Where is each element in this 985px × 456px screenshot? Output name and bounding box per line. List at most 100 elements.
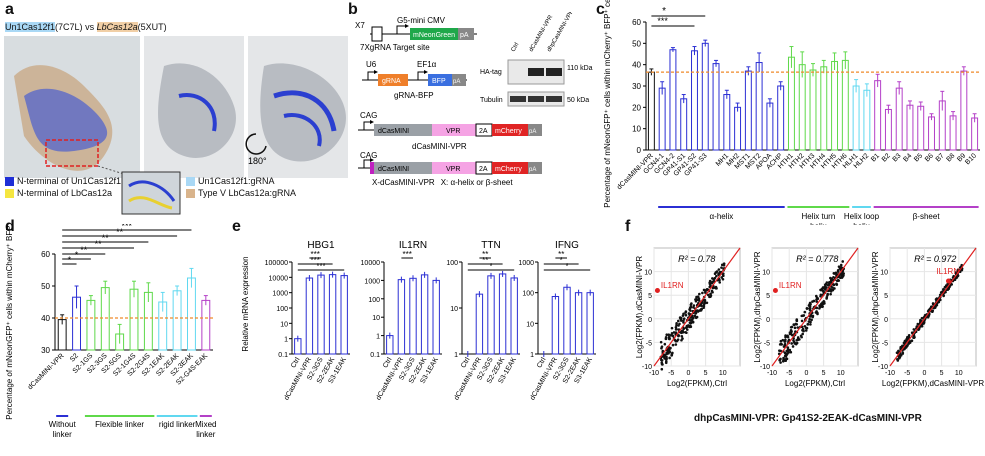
- f-point: [684, 311, 687, 314]
- e-bar: [305, 277, 314, 355]
- d-xtick-label: S2: [69, 352, 80, 363]
- d-sig-label: **: [95, 239, 103, 249]
- pa-box-3: [528, 124, 542, 136]
- f-point: [789, 328, 793, 332]
- e-ytick-label: 1000: [364, 278, 380, 285]
- f-point: [819, 293, 823, 297]
- f-point: [896, 359, 900, 362]
- f-point: [787, 338, 791, 342]
- f-point: [660, 359, 664, 362]
- f-xtick-label: 5: [822, 370, 826, 377]
- f-point: [721, 277, 725, 281]
- f-point: [660, 345, 664, 348]
- f-point: [665, 355, 668, 359]
- f-point: [778, 358, 782, 361]
- f-point: [833, 272, 836, 275]
- d-bar: [201, 299, 211, 351]
- f-point: [714, 286, 718, 290]
- f-point: [663, 342, 667, 346]
- f-point: [704, 290, 707, 293]
- f-point: [668, 337, 671, 341]
- f-point: [839, 272, 843, 276]
- f-point: [778, 343, 782, 346]
- c-group-label: helix: [853, 222, 869, 225]
- e-ytick-label: 100: [446, 260, 458, 267]
- c-sig-label: *: [662, 6, 666, 17]
- f-point: [718, 270, 722, 274]
- c-bar: [680, 98, 688, 151]
- f-highlight-point: [945, 278, 951, 284]
- f-point: [685, 328, 689, 331]
- f-point: [713, 272, 717, 276]
- f-xtick-label: -5: [668, 370, 674, 377]
- f-ytick-label: -5: [764, 340, 770, 347]
- f-point: [901, 351, 905, 355]
- f-ytick-label: 10: [880, 270, 888, 277]
- f-ytick-label: 0: [884, 317, 888, 324]
- f-point: [782, 359, 786, 363]
- f-point: [675, 322, 678, 325]
- f-point: [660, 362, 664, 366]
- e-bar: [563, 286, 571, 355]
- f-point: [934, 298, 938, 301]
- f-point: [691, 316, 694, 319]
- d-bar: [172, 290, 182, 351]
- c-ytick-label: 30: [632, 82, 641, 91]
- f-xtick-label: 0: [922, 370, 926, 377]
- f-point: [803, 310, 807, 314]
- f-point: [801, 314, 805, 318]
- f-point: [838, 267, 842, 270]
- construct2-label: X-dCasMINI-VPR X: α-helix or β-sheet: [372, 178, 513, 187]
- f-point: [706, 293, 710, 297]
- svg-text:VPR: VPR: [446, 128, 460, 135]
- d-sig-label: **: [116, 227, 124, 237]
- f-ytick-label: 10: [644, 270, 652, 277]
- svg-text:pA: pA: [529, 129, 536, 135]
- f-point: [677, 319, 680, 323]
- e-ytick-label: 1000: [272, 291, 288, 298]
- f-point: [679, 319, 683, 322]
- western-blot: Ctrl dCasMINI-VPR dhpCasMINI-VPR HA-tag …: [480, 12, 593, 107]
- d-sig-label: **: [102, 233, 110, 243]
- e-ytick-label: 0.1: [278, 352, 288, 359]
- f-point: [796, 326, 800, 329]
- e-ytick-label: 10000: [269, 275, 289, 282]
- title-lbcas12a-code: (5XUT): [137, 22, 167, 32]
- f-point: [829, 276, 832, 280]
- e-sig-label: ***: [316, 262, 325, 271]
- f-point: [823, 283, 827, 286]
- promoter-g5-label: G5-mini CMV: [397, 16, 446, 25]
- f-point: [700, 304, 703, 308]
- d-group-label: linker: [53, 430, 72, 439]
- construct1-label: dCasMINI-VPR: [412, 142, 467, 151]
- c-bar: [669, 49, 677, 151]
- f-point: [699, 308, 703, 311]
- f-point: [680, 334, 684, 338]
- f-ytick-label: -10: [878, 364, 888, 371]
- svg-text:50 kDa: 50 kDa: [567, 97, 589, 104]
- f-point: [680, 331, 683, 335]
- svg-text:HA-tag: HA-tag: [480, 69, 502, 76]
- c-bar: [777, 85, 785, 151]
- f-point: [708, 281, 711, 285]
- f-highlight-point: [772, 287, 778, 293]
- dcasmini-box-1: [374, 124, 432, 136]
- svg-text:BFP: BFP: [432, 78, 446, 85]
- f-point: [684, 326, 688, 330]
- f-xtick-label: 0: [686, 370, 690, 377]
- e-xtick-label: Ctrl: [536, 356, 548, 369]
- f-point: [672, 331, 676, 334]
- f-point: [956, 274, 960, 277]
- f-point: [669, 334, 673, 337]
- c-group-label: Helix turn: [801, 212, 835, 221]
- e-bar: [586, 292, 594, 355]
- f-point: [717, 273, 720, 276]
- f-point: [782, 356, 785, 360]
- f-point: [809, 320, 812, 324]
- f-point: [801, 332, 805, 336]
- legend-a-1: N-terminal of Un1Cas12f1: [5, 176, 121, 186]
- f-point: [668, 348, 671, 352]
- f-point: [710, 281, 714, 285]
- f-point: [705, 301, 709, 305]
